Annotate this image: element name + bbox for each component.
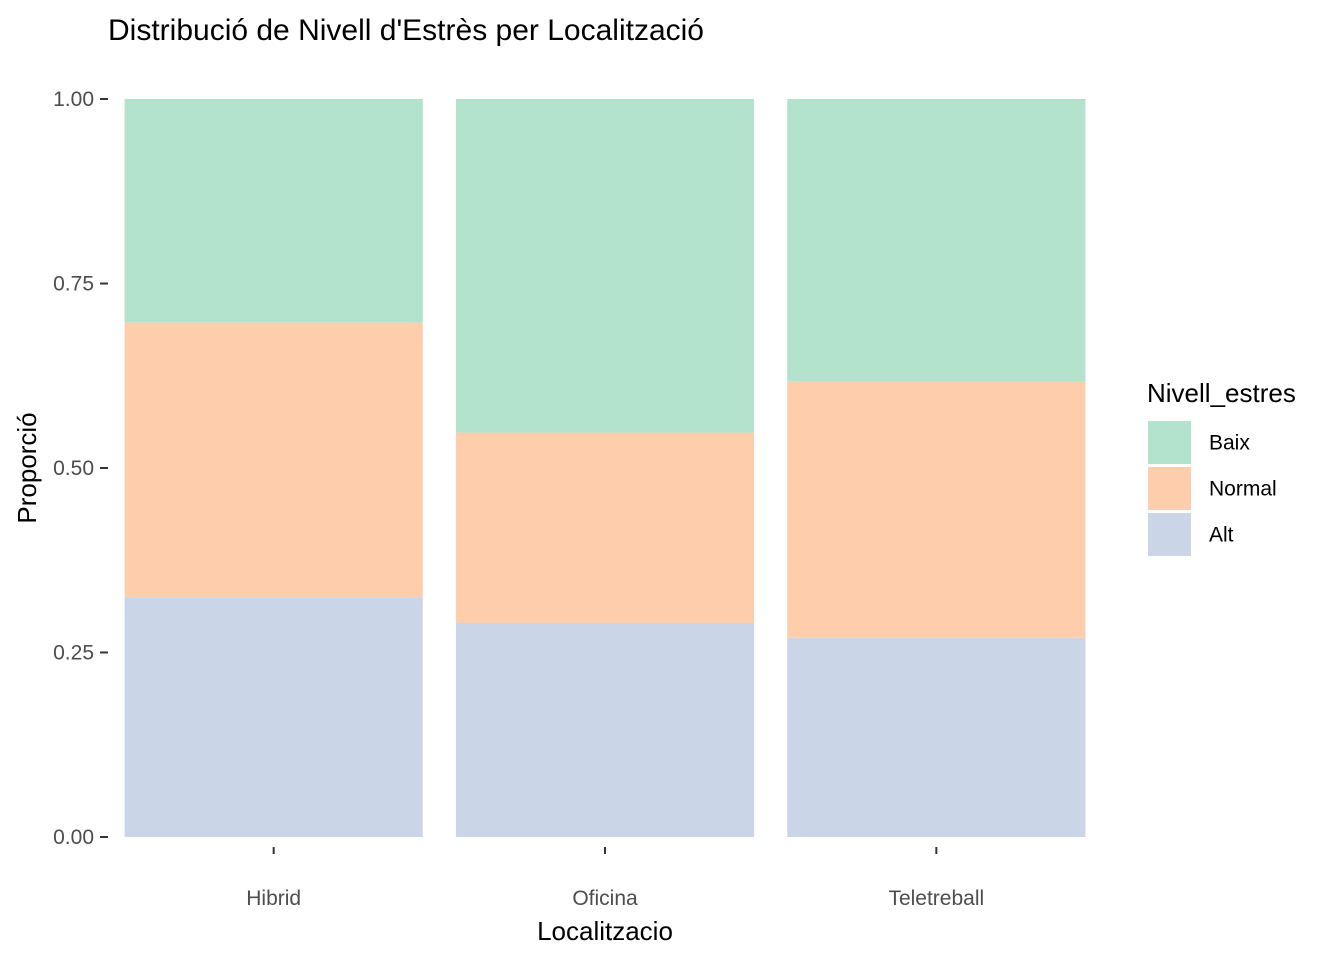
legend-key-alt [1148,513,1191,556]
x-tick-label: Oficina [572,887,638,910]
bar-teletreball-alt [787,637,1086,837]
x-tick-label: Hibrid [246,887,301,910]
bar-hibrid-baix [124,99,423,323]
legend-title: Nivell_estres [1147,378,1296,408]
x-tick-label: Teletreball [888,887,984,910]
chart-title: Distribució de Nivell d'Estrès per Local… [108,14,704,47]
bar-teletreball-normal [787,381,1086,638]
y-tick-label: 0.75 [53,273,94,296]
legend-key-normal [1148,467,1191,510]
y-axis: 0.00 0.25 0.50 0.75 1.00 [53,88,108,849]
legend-label-alt: Alt [1209,524,1234,547]
plot-area [124,99,1086,837]
x-axis-title: Localitzacio [537,916,673,946]
bar-teletreball-baix [787,99,1086,382]
legend-key-baix [1148,421,1191,464]
y-tick-label: 1.00 [53,88,94,111]
bar-oficina-normal [455,432,755,623]
y-axis-title: Proporció [12,412,42,523]
legend-label-normal: Normal [1209,478,1277,501]
y-tick-label: 0.50 [53,457,94,480]
y-tick-label: 0.25 [53,642,94,665]
bar-hibrid-normal [124,322,423,598]
x-axis: Hibrid Oficina Teletreball [246,847,984,910]
legend: Nivell_estres Baix Normal Alt [1147,378,1296,556]
legend-label-baix: Baix [1209,432,1250,455]
bar-oficina-baix [455,99,755,433]
bar-hibrid-alt [124,597,423,837]
y-tick-label: 0.00 [53,826,94,849]
bar-oficina-alt [455,622,755,837]
